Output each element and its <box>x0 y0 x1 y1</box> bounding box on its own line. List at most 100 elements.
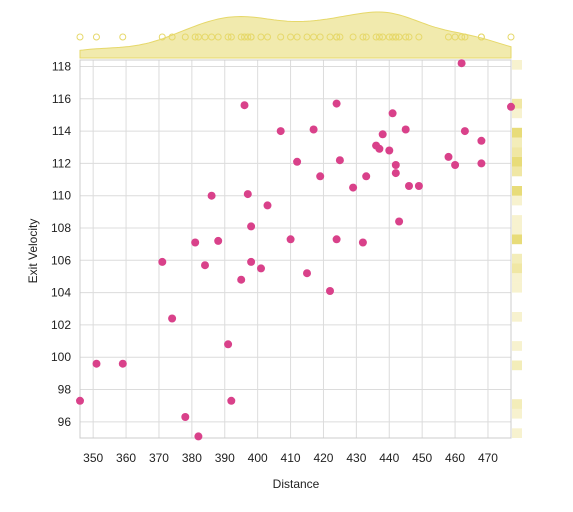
data-point <box>257 264 265 273</box>
data-point <box>349 183 358 192</box>
data-point <box>240 101 249 110</box>
rug-mark <box>461 33 469 41</box>
y-tick-label: 104 <box>51 286 71 300</box>
rug-mark <box>227 33 235 41</box>
data-point <box>293 157 302 166</box>
rug-mark <box>224 33 232 41</box>
y-tick-label: 102 <box>51 318 71 332</box>
strip-bin <box>512 360 522 371</box>
rug-mark <box>181 33 189 41</box>
rug-mark <box>277 33 285 41</box>
data-point <box>457 59 466 68</box>
strip-bin <box>512 215 522 225</box>
strip-bin <box>512 137 522 148</box>
rug-mark <box>119 33 127 41</box>
rug-mark <box>359 33 367 41</box>
data-point <box>263 201 272 210</box>
rug-mark <box>76 33 84 41</box>
x-tick-label: 470 <box>478 451 498 465</box>
strip-bin <box>512 282 522 293</box>
data-point <box>388 109 397 118</box>
y-tick-label: 100 <box>51 350 71 364</box>
data-point <box>247 257 256 266</box>
rug-mark <box>372 33 380 41</box>
x-tick-label: 370 <box>149 451 169 465</box>
y-tick-label: 108 <box>51 221 71 235</box>
rug-mark <box>241 33 249 41</box>
y-tick-label: 118 <box>52 59 71 73</box>
x-tick-label: 430 <box>346 451 366 465</box>
data-point <box>181 413 190 421</box>
rug-mark <box>316 33 324 41</box>
y-axis-title: Exit Velocity <box>26 219 40 284</box>
strip-bin <box>512 341 522 351</box>
strip-bin <box>512 127 522 138</box>
strip-bin <box>512 147 522 157</box>
rug-mark <box>194 33 202 41</box>
data-point <box>378 130 387 139</box>
data-point <box>191 238 200 247</box>
x-tick-label: 440 <box>379 451 399 465</box>
rug-mark <box>477 33 485 41</box>
rug-mark <box>92 33 100 41</box>
rug-mark <box>333 33 341 41</box>
rug-mark <box>415 33 423 41</box>
rug-mark <box>375 33 383 41</box>
data-point <box>326 287 334 295</box>
rug-mark <box>287 33 295 41</box>
rug-mark <box>310 33 318 41</box>
data-point <box>194 432 203 441</box>
strip-bin <box>512 234 522 245</box>
strip-bin <box>512 273 522 283</box>
data-point <box>309 125 318 134</box>
rug-mark <box>247 33 255 41</box>
plot-frame <box>79 59 512 439</box>
x-tick-label: 360 <box>116 451 136 465</box>
data-point <box>332 235 341 244</box>
rug-mark <box>208 33 216 41</box>
x-tick-label: 350 <box>83 451 103 465</box>
data-point <box>76 396 84 405</box>
x-tick-label: 460 <box>445 451 465 465</box>
x-tick-label: 410 <box>281 451 301 465</box>
y-tick-label: 96 <box>58 415 72 429</box>
strip-bin <box>512 108 522 119</box>
strip-bin <box>512 263 522 274</box>
data-point <box>477 136 486 145</box>
data-point <box>414 182 423 190</box>
x-axis-title: Distance <box>273 477 320 491</box>
data-point <box>332 99 341 108</box>
data-point <box>507 102 515 111</box>
rug-mark <box>402 33 410 41</box>
data-point <box>247 222 256 231</box>
grid-lines <box>79 59 512 439</box>
data-point <box>477 159 486 168</box>
data-point <box>451 161 460 169</box>
rug-mark <box>293 33 301 41</box>
data-point <box>405 182 413 190</box>
data-point <box>118 359 127 368</box>
data-point <box>391 169 400 178</box>
data-point <box>303 269 311 278</box>
strip-bin <box>512 253 522 264</box>
data-point <box>214 236 223 245</box>
rug-mark <box>244 33 252 41</box>
rug-mark <box>395 33 403 41</box>
x-tick-label: 420 <box>313 451 333 465</box>
data-point <box>395 217 404 226</box>
data-point <box>375 144 384 153</box>
y-tick-label: 112 <box>52 156 71 170</box>
rug-mark <box>264 33 272 41</box>
density-area <box>79 11 512 59</box>
rug-mark <box>349 33 357 41</box>
data-point <box>243 190 252 199</box>
y-tick-label: 116 <box>52 92 71 106</box>
data-point <box>276 127 285 136</box>
rug-mark <box>303 33 311 41</box>
strip-bin <box>512 399 522 409</box>
rug-mark <box>191 33 199 41</box>
rug-mark <box>326 33 334 41</box>
rug-mark <box>336 33 344 41</box>
data-point <box>207 191 216 200</box>
data-point <box>92 359 101 368</box>
